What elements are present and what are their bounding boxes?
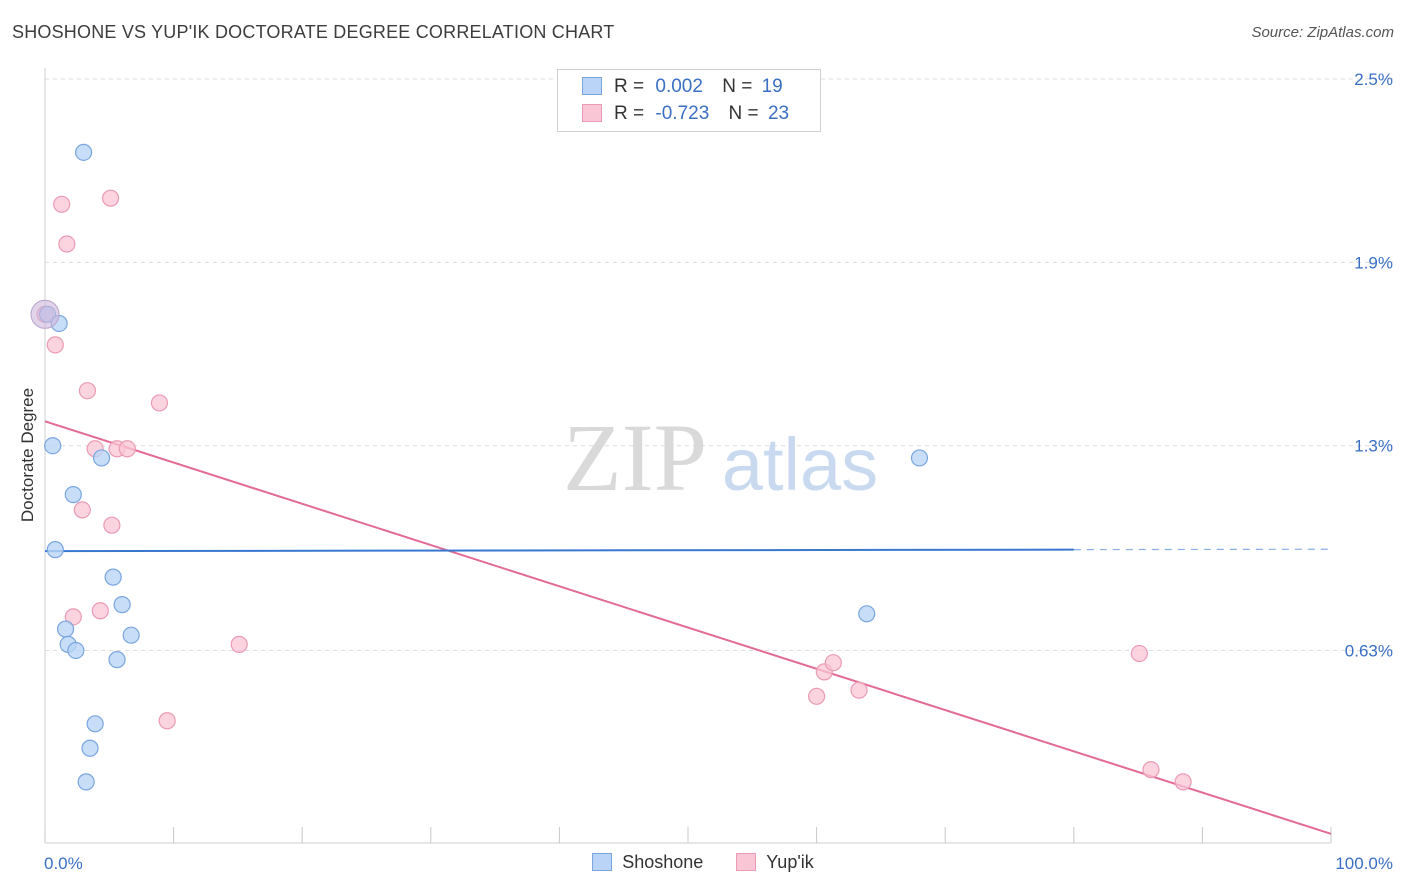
- yupik-point: [64, 608, 82, 626]
- watermark-atlas: atlas: [722, 423, 878, 506]
- source-label: Source: ZipAtlas.com: [1251, 24, 1394, 41]
- yupik-point: [91, 602, 109, 620]
- yupik-point: [150, 394, 169, 412]
- legend-r-label: R =: [614, 76, 645, 97]
- axes: [44, 68, 1332, 844]
- shoshone-point: [77, 773, 95, 791]
- trend-lines: [44, 420, 1332, 835]
- shoshone-point: [81, 739, 99, 757]
- yupik-point: [1142, 761, 1160, 779]
- yupik-point: [807, 687, 826, 705]
- yupik-trend-line: [44, 420, 1332, 835]
- legend-swatch-yupik: [736, 853, 757, 871]
- shoshone-point: [113, 596, 131, 614]
- yupik-point: [78, 382, 97, 400]
- legend-r-value: 0.002: [655, 76, 703, 97]
- data-points: [30, 143, 1192, 791]
- legend-swatch-shoshone: [592, 853, 613, 871]
- legend-row-yupik: R = -0.723 N = 23: [582, 103, 789, 125]
- yupik-point: [1174, 773, 1192, 791]
- legend-swatch-shoshone: [582, 77, 602, 95]
- shoshone-point: [910, 449, 929, 467]
- legend-n-value: 19: [761, 76, 783, 97]
- chart-title: SHOSHONE VS YUP'IK DOCTORATE DEGREE CORR…: [12, 22, 615, 42]
- yupik-point: [158, 712, 176, 730]
- legend-r-value: -0.723: [655, 103, 710, 124]
- shoshone-trend-line: [44, 548, 1074, 553]
- y-tick-label: 1.3%: [1354, 437, 1393, 456]
- tick-labels: 2.5% 1.9% 1.3% 0.63% 0.0% 100.0%: [44, 70, 1393, 873]
- shoshone-point: [67, 641, 85, 660]
- yupik-point: [1130, 644, 1148, 663]
- legend-n-label: N =: [728, 103, 759, 124]
- watermark-zip: ZIP: [563, 404, 707, 511]
- shoshone-point: [46, 541, 64, 559]
- x-tick-label: 100.0%: [1335, 854, 1393, 873]
- y-tick-label: 1.9%: [1354, 253, 1393, 272]
- watermark: ZIP atlas: [563, 404, 878, 511]
- shoshone-point: [56, 620, 75, 638]
- shoshone-point: [104, 568, 122, 586]
- legend-row-shoshone: R = 0.002 N = 19: [582, 76, 783, 98]
- shoshone-point: [44, 437, 62, 455]
- shoshone-point: [64, 486, 82, 504]
- yupik-point: [850, 681, 868, 699]
- shoshone-point: [92, 449, 111, 467]
- legend-n-value: 23: [767, 103, 790, 124]
- overlap-point: [30, 299, 60, 329]
- series-legend: Shoshone Yup'ik: [0, 852, 1406, 873]
- y-tick-label: 2.5%: [1354, 70, 1393, 89]
- yupik-point: [103, 516, 121, 534]
- legend-r-label: R =: [614, 103, 645, 124]
- x-tick-label: 0.0%: [44, 854, 83, 873]
- yupik-point: [58, 235, 76, 253]
- yupik-point: [230, 635, 248, 653]
- legend-item-yupik[interactable]: Yup'ik: [736, 852, 814, 873]
- shoshone-point: [108, 651, 126, 669]
- legend-item-shoshone[interactable]: Shoshone: [592, 852, 703, 873]
- y-tick-label: 0.63%: [1345, 641, 1393, 660]
- yupik-point: [824, 654, 842, 672]
- yupik-point: [73, 501, 91, 519]
- shoshone-point: [858, 605, 876, 623]
- yupik-point: [46, 336, 64, 354]
- shoshone-point: [74, 143, 93, 161]
- legend-swatch-yupik: [582, 104, 602, 122]
- shoshone-point: [122, 626, 140, 644]
- gridlines: [45, 78, 1395, 651]
- shoshone-point: [86, 715, 104, 733]
- yupik-point: [53, 195, 71, 213]
- legend-n-label: N =: [722, 76, 753, 97]
- stats-legend: R = 0.002 N = 19 R = -0.723 N = 23: [557, 69, 821, 132]
- yupik-point: [101, 189, 120, 207]
- legend-label-shoshone: Shoshone: [622, 852, 704, 872]
- yupik-point: [118, 440, 136, 458]
- legend-label-yupik: Yup'ik: [766, 852, 814, 872]
